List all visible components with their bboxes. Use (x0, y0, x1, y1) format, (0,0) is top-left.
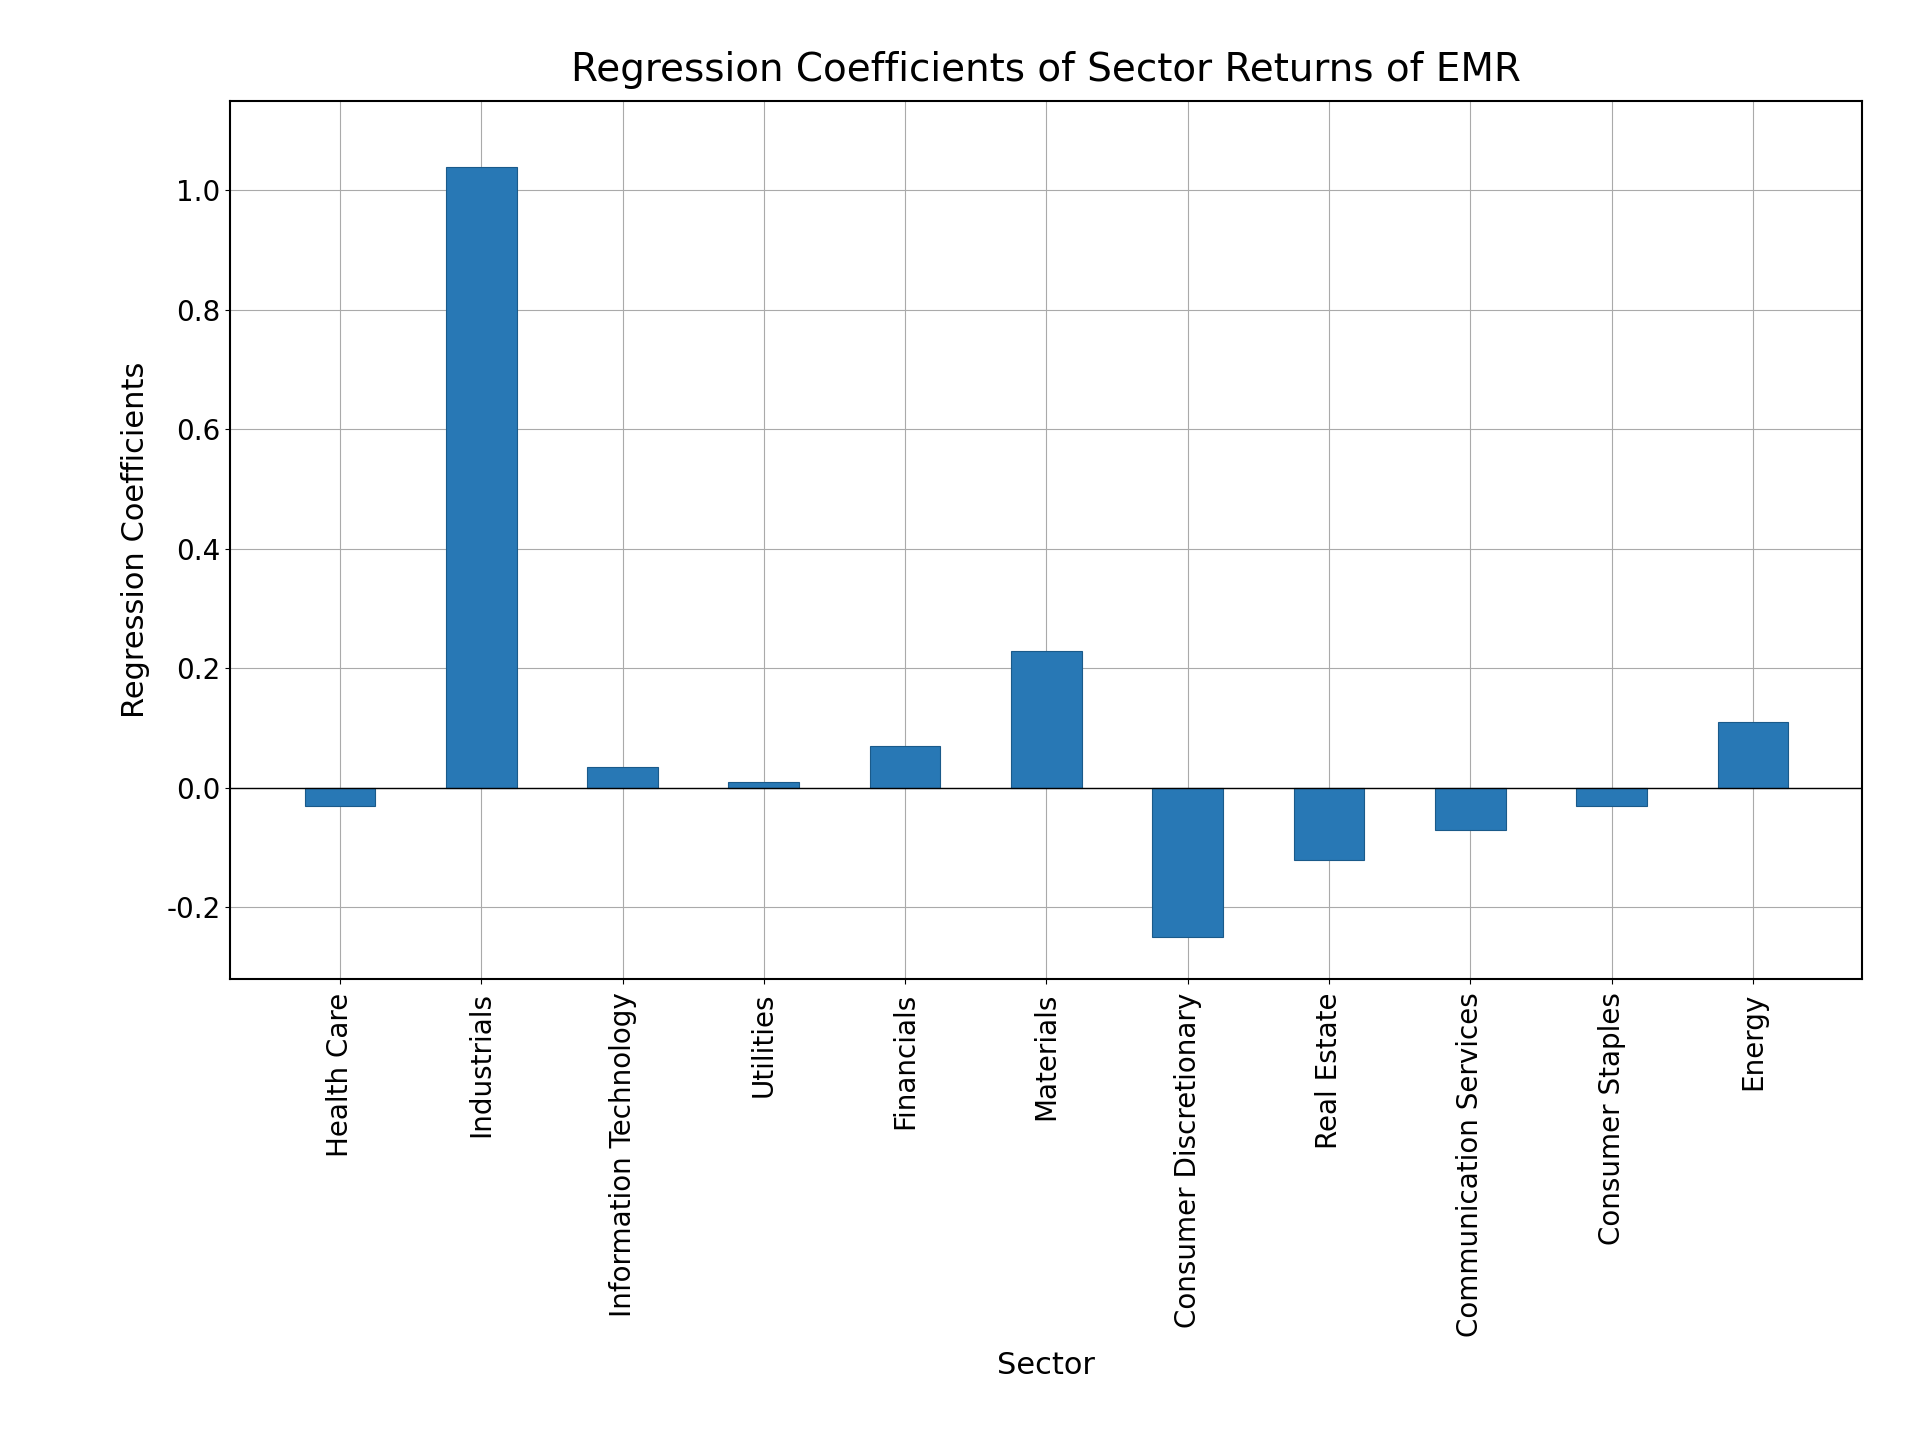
Bar (1294, 788, 1365, 860)
Bar (1718, 723, 1788, 788)
Title: Regression Coefficients of Sector Returns of EMR: Regression Coefficients of Sector Return… (572, 52, 1521, 89)
Bar (728, 782, 799, 788)
Bar (305, 788, 374, 806)
Bar (1012, 651, 1081, 788)
Bar (445, 167, 516, 788)
Bar (870, 746, 941, 788)
Y-axis label: Regression Coefficients: Regression Coefficients (121, 361, 150, 719)
Bar (1152, 788, 1223, 937)
Bar (588, 768, 659, 788)
Bar (1576, 788, 1647, 806)
X-axis label: Sector: Sector (996, 1351, 1096, 1380)
Bar (1434, 788, 1505, 829)
